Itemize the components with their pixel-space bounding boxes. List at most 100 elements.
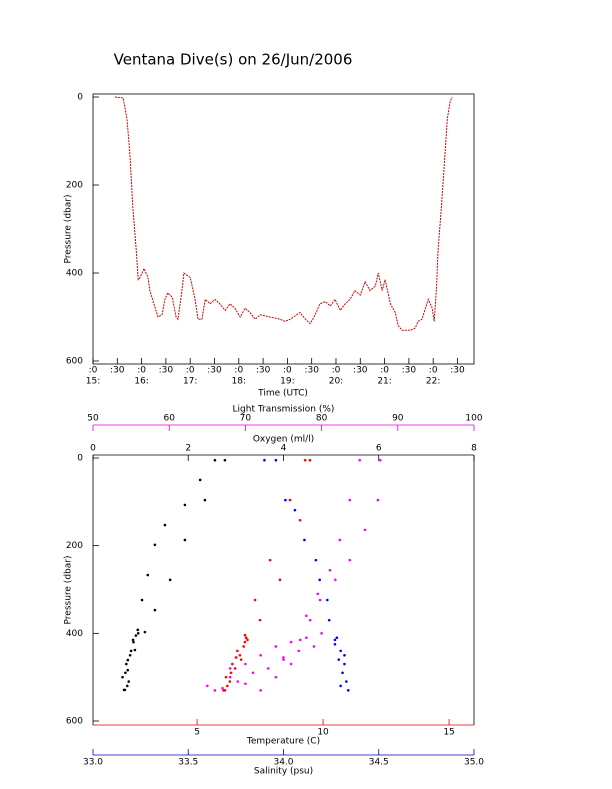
scatter-point <box>206 684 209 688</box>
scatter-point <box>333 638 337 642</box>
x-tick-label: 50 <box>87 414 99 424</box>
x-axis-label: Time (UTC) <box>257 389 308 399</box>
scatter-point <box>228 667 232 670</box>
scatter-point <box>244 682 247 686</box>
x-tick-label: 34.5 <box>369 758 389 768</box>
scatter-point <box>258 618 262 622</box>
x-tick-label: 35.0 <box>464 758 484 768</box>
x-hour-label: 19: <box>280 377 294 387</box>
scatter-point <box>132 640 135 644</box>
scatter-point <box>183 503 187 507</box>
scatter-point <box>274 645 278 648</box>
scatter-point <box>153 608 157 612</box>
scatter-point <box>222 689 225 692</box>
scatter-point <box>243 640 247 644</box>
scatter-point <box>226 684 229 688</box>
x-tick-label: 2 <box>185 444 191 454</box>
scatter-point <box>378 458 382 462</box>
x-tick-label: 0 <box>90 444 96 454</box>
scatter-point <box>346 689 350 692</box>
scatter-point <box>223 458 227 462</box>
scatter-point <box>244 636 248 640</box>
scatter-point <box>126 668 130 672</box>
x-axis-label: Light Transmission (%) <box>233 405 335 415</box>
x-tick-label: :30 <box>159 366 174 376</box>
scatter-point <box>335 636 339 640</box>
scatter-point <box>266 667 270 670</box>
scatter-point <box>126 658 130 662</box>
x-tick-label: 6 <box>376 444 382 454</box>
scatter-point <box>305 614 308 618</box>
x-tick-label: 70 <box>240 414 252 424</box>
scatter-point <box>143 630 147 634</box>
scatter-point <box>124 671 127 675</box>
scatter-point <box>282 656 285 659</box>
x-tick-label: :30 <box>353 366 368 376</box>
scatter-point <box>312 645 316 648</box>
scatter-point <box>163 523 167 527</box>
x-tick-label: 80 <box>316 414 328 424</box>
scatter-point <box>233 667 237 670</box>
x-tick-label: 90 <box>392 414 404 424</box>
y-tick-label: 0 <box>77 454 83 464</box>
scatter-point <box>284 498 287 502</box>
scatter-point <box>288 498 292 502</box>
scatter-point <box>334 578 337 582</box>
scatter-point <box>168 578 172 582</box>
x-tick-label: :0 <box>380 366 389 376</box>
scatter-point <box>246 638 249 642</box>
scatter-point <box>243 633 247 637</box>
y-tick-label: 600 <box>66 717 83 727</box>
scatter-point <box>239 658 243 661</box>
scatter-point <box>228 680 232 683</box>
x-tick-label: 60 <box>163 414 175 424</box>
x-tick-label: 15 <box>443 728 454 738</box>
x-hour-label: 22: <box>426 377 440 387</box>
scatter-point <box>343 653 346 657</box>
scatter-point <box>298 638 302 642</box>
x-hour-label: 21: <box>377 377 391 387</box>
scatter-point <box>183 538 187 542</box>
scatter-point <box>327 618 331 622</box>
scatter-point <box>251 671 255 675</box>
scatter-point <box>128 653 132 657</box>
x-tick-label: :30 <box>304 366 319 376</box>
x-tick-label: :30 <box>402 366 417 376</box>
scatter-point <box>320 632 323 635</box>
x-tick-label: 100 <box>465 414 482 424</box>
y-tick-label: 0 <box>77 93 83 103</box>
scatter-point <box>339 684 342 688</box>
scatter-point <box>303 458 307 462</box>
scatter-point <box>238 653 242 657</box>
x-tick-label: :30 <box>256 366 271 376</box>
scatter-point <box>259 689 262 692</box>
x-tick-label: 5 <box>194 728 200 738</box>
chart-title: Ventana Dive(s) on 26/Jun/2006 <box>114 51 353 69</box>
x-tick-label: :0 <box>89 366 98 376</box>
x-tick-label: 34.0 <box>273 758 293 768</box>
scatter-point <box>303 538 306 542</box>
y-tick-label: 400 <box>66 269 83 279</box>
scatter-point <box>318 578 321 582</box>
x-tick-label: 33.5 <box>178 758 198 768</box>
scatter-point <box>136 628 140 632</box>
scatter-point <box>198 478 202 482</box>
x-tick-label: :30 <box>450 366 465 376</box>
scatter-point <box>333 642 337 646</box>
x-hour-label: 15: <box>86 377 100 387</box>
scatter-point <box>293 508 297 512</box>
y-axis-label: Pressure (dbar) <box>64 556 74 625</box>
scatter-point <box>263 458 266 462</box>
scatter-point <box>121 675 124 679</box>
scatter-point <box>221 686 224 690</box>
scatter-point <box>153 543 157 547</box>
scatter-point <box>289 640 293 644</box>
scatter-point <box>134 634 138 637</box>
scatter-point <box>140 598 144 602</box>
x-hour-label: 18: <box>232 377 246 387</box>
scatter-point <box>268 558 272 562</box>
scatter-point <box>328 568 332 572</box>
x-hour-label: 17: <box>183 377 197 387</box>
scatter-point <box>213 689 217 692</box>
